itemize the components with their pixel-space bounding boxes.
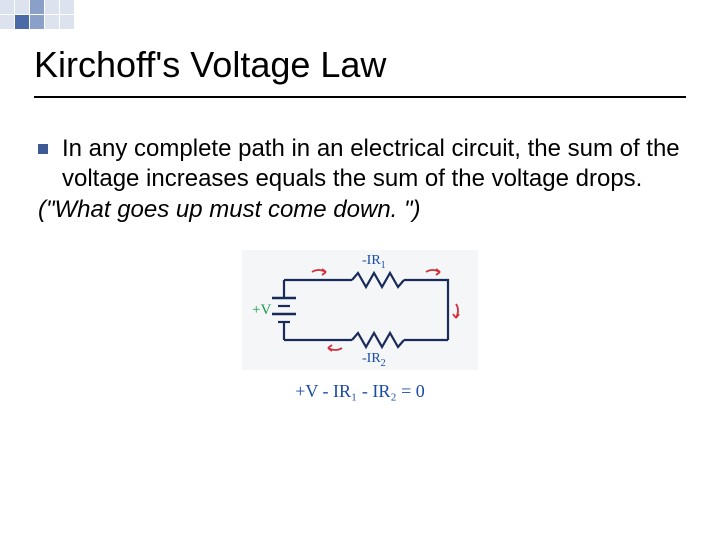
corner-decoration xyxy=(0,0,74,29)
quote-text: ("What goes up must come down. ") xyxy=(34,196,686,224)
title-rule xyxy=(34,96,686,98)
circuit-svg: +V -IR1 -IR2 xyxy=(242,250,478,370)
bullet-item: In any complete path in an electrical ci… xyxy=(34,134,686,194)
body-text: In any complete path in an electrical ci… xyxy=(62,134,686,194)
bullet-icon xyxy=(38,144,48,154)
circuit-bg xyxy=(242,250,478,370)
slide: Kirchoff's Voltage Law In any complete p… xyxy=(0,0,720,402)
label-source: +V xyxy=(252,302,271,318)
circuit-equation: +V - IR₁ - IR₂ = 0 xyxy=(242,381,478,402)
circuit-figure: +V -IR1 -IR2 +V - IR₁ - IR₂ = 0 xyxy=(34,250,686,402)
slide-title: Kirchoff's Voltage Law xyxy=(34,44,686,86)
